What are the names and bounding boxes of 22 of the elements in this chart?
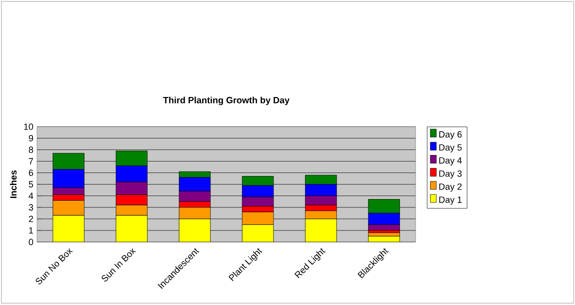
- legend-label: Day 2: [439, 184, 462, 192]
- y-axis-title: Inches: [10, 170, 17, 198]
- y-tick-label: 7: [28, 158, 34, 165]
- legend-label: Day 6: [439, 131, 462, 140]
- legend-label: Day 5: [439, 144, 462, 153]
- legend-label: Day 4: [439, 158, 462, 166]
- x-tick-label: Sun In Box: [102, 248, 136, 282]
- y-tick-label: 9: [28, 135, 34, 142]
- y-tick-label: 2: [28, 216, 34, 222]
- x-tick-label: Sun No Box: [36, 248, 73, 285]
- y-tick-label: 4: [28, 192, 34, 200]
- legend-label: Day 3: [439, 170, 462, 179]
- y-tick-label: 3: [28, 204, 34, 211]
- legend-label: Day 1: [439, 196, 462, 205]
- y-tick-label: 6: [28, 170, 34, 176]
- y-tick-label: 8: [28, 146, 34, 154]
- y-tick-label: 1: [29, 228, 34, 234]
- y-tick-label: 10: [24, 124, 34, 130]
- y-tick-label: 0: [28, 238, 34, 246]
- y-tick-label: 5: [28, 181, 34, 188]
- bar: [368, 236, 400, 242]
- chart-title: Third Planting Growth by Day: [163, 96, 290, 106]
